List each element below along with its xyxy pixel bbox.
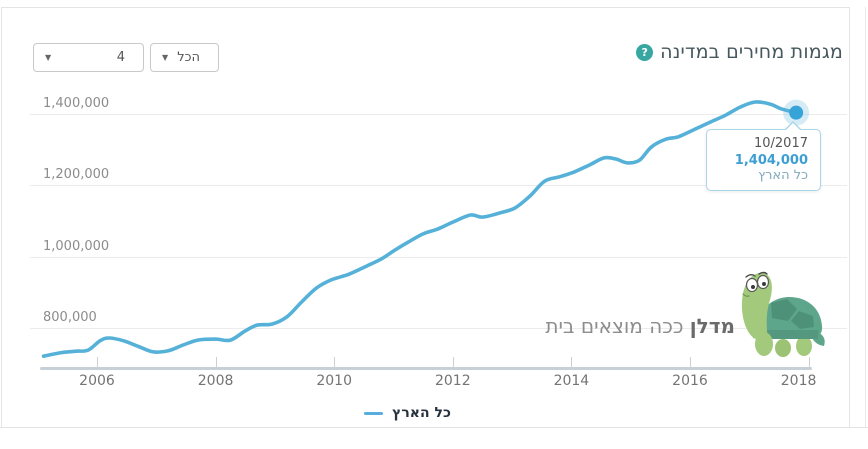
chart-plot-area[interactable] <box>2 8 851 428</box>
price-line <box>41 100 798 358</box>
x-axis-tick-label: 2012 <box>434 373 471 389</box>
tooltip-value-line: 1,404,000 כל הארץ <box>719 153 808 183</box>
tooltip-date: 10/2017 <box>753 136 808 151</box>
y-axis-tick-label: 1,000,000 <box>43 238 110 254</box>
panel-header: מגמות מחירים במדינה ? <box>636 41 843 63</box>
x-axis-tick <box>97 357 98 368</box>
panel-title: מגמות מחירים במדינה <box>660 41 843 63</box>
rooms-select[interactable]: ▼ 4 <box>33 43 144 72</box>
x-axis-tick-label: 2016 <box>672 373 708 389</box>
chevron-down-icon: ▼ <box>162 53 169 62</box>
brand-tagline: ככה מוצאים בית <box>545 314 690 338</box>
legend-line-swatch <box>364 411 384 415</box>
y-axis-tick-label: 1,400,000 <box>43 96 110 112</box>
grid-line <box>30 185 847 187</box>
x-axis-line <box>40 367 812 370</box>
rooms-select-value: 4 <box>116 50 125 65</box>
tooltip-series: כל הארץ <box>758 168 808 183</box>
x-axis-tick-label: 2008 <box>197 373 234 389</box>
right-edge-divider <box>865 7 866 428</box>
grid-line <box>30 328 847 329</box>
bottom-divider <box>0 427 868 428</box>
grid-line <box>30 114 847 116</box>
watermark-text: מדלן ככה מוצאים בית <box>545 314 735 338</box>
x-axis-tick <box>215 357 217 368</box>
chart-tooltip: 10/2017 1,404,000 כל הארץ <box>706 121 821 191</box>
highlight-marker[interactable] <box>789 105 804 120</box>
chevron-down-icon: ▼ <box>45 53 52 62</box>
x-axis-tick <box>690 357 691 368</box>
brand-name: מדלן <box>689 314 735 338</box>
chart-panel: מגמות מחירים במדינה ? ▼ 4 ▼ הכל 800,000 1… <box>1 7 850 427</box>
chart-legend: כל הארץ <box>0 405 831 421</box>
x-axis-tick <box>334 357 336 368</box>
tooltip-value: 1,404,000 <box>734 153 808 168</box>
y-axis-tick-label: 800,000 <box>43 310 97 325</box>
scope-select[interactable]: ▼ הכל <box>150 43 219 72</box>
x-axis-tick-label: 2010 <box>316 373 353 389</box>
turtle-logo-icon <box>741 271 825 357</box>
y-axis-tick-label: 1,200,000 <box>43 167 110 183</box>
x-axis-tick <box>452 357 454 368</box>
x-axis-tick <box>571 357 573 368</box>
tooltip-caret-fill <box>786 123 800 130</box>
x-axis-tick <box>808 357 810 368</box>
scope-select-value: הכל <box>177 50 200 65</box>
help-icon[interactable]: ? <box>636 43 654 61</box>
grid-line <box>30 256 847 258</box>
legend-item-label[interactable]: כל הארץ <box>392 405 451 421</box>
x-axis-tick-label: 2018 <box>780 373 817 389</box>
x-axis-tick-label: 2014 <box>553 373 590 389</box>
x-axis-tick-label: 2006 <box>79 373 115 389</box>
